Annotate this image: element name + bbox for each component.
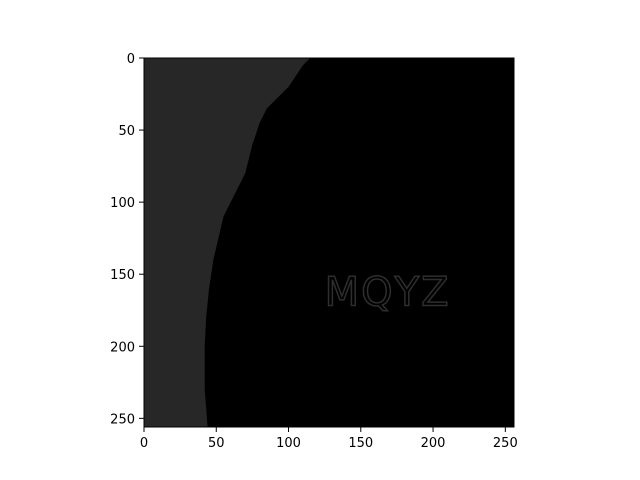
x-tick-label: 250 bbox=[493, 436, 518, 451]
dark-gray-region bbox=[144, 58, 311, 427]
y-tick-label: 200 bbox=[110, 340, 135, 355]
axes-frame bbox=[143, 57, 515, 428]
y-tick-label: 100 bbox=[110, 196, 135, 211]
y-tick-label: 50 bbox=[118, 124, 135, 139]
x-tick-label: 50 bbox=[208, 436, 225, 451]
y-tick-label: 150 bbox=[110, 268, 135, 283]
x-tick-label: 150 bbox=[348, 436, 373, 451]
overlay-text: MQYZ bbox=[325, 270, 451, 316]
x-tick-label: 200 bbox=[421, 436, 446, 451]
image-plot: MQYZ bbox=[143, 57, 515, 428]
y-tick-label: 250 bbox=[110, 412, 135, 427]
y-tick-label: 0 bbox=[127, 52, 135, 67]
x-axis: 0 50 100 150 200 250 bbox=[140, 427, 518, 451]
x-tick-label: 0 bbox=[140, 436, 148, 451]
y-axis: 0 50 100 150 200 250 bbox=[110, 52, 144, 427]
x-tick-label: 100 bbox=[276, 436, 301, 451]
image-content: MQYZ bbox=[144, 58, 514, 427]
